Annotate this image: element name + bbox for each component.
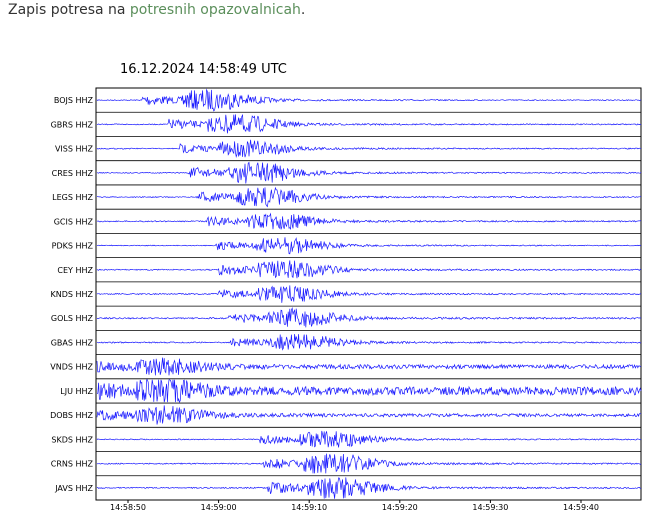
waveform <box>96 113 641 134</box>
waveform <box>96 212 642 230</box>
waveform <box>96 237 642 255</box>
waveform <box>96 260 642 279</box>
station-label: BOJS HHZ <box>54 96 94 105</box>
station-label: SKDS HHZ <box>51 435 93 444</box>
waveform <box>96 357 642 376</box>
station-label: VNDS HHZ <box>50 363 93 372</box>
station-label: CRNS HHZ <box>51 460 94 469</box>
intro-text: Zapis potresa na <box>8 2 126 18</box>
station-label: PDKS HHZ <box>52 242 94 251</box>
waveform <box>96 334 642 351</box>
waveform <box>96 161 642 184</box>
station-label: GBAS HHZ <box>51 338 94 347</box>
station-label: LEGS HHZ <box>52 193 93 202</box>
station-label: KNDS HHZ <box>50 290 93 299</box>
intro: Zapis potresa na potresnih opazovalnicah… <box>8 2 305 18</box>
station-label: GCIS HHZ <box>54 217 94 226</box>
station-label: CRES HHZ <box>52 169 94 178</box>
waveform <box>96 405 642 425</box>
station-label: GBRS HHZ <box>51 120 94 129</box>
waveform <box>96 307 641 328</box>
intro-text: . <box>300 2 306 18</box>
station-label: CEY HHZ <box>57 266 93 275</box>
waveform <box>96 285 642 303</box>
time-tick-label: 14:59:00 <box>201 503 237 512</box>
time-tick-label: 14:59:30 <box>472 503 508 512</box>
time-tick-label: 14:59:10 <box>291 503 327 512</box>
plot-title: 16.12.2024 14:58:49 UTC <box>120 62 287 77</box>
waveform <box>96 430 642 448</box>
station-label: DOBS HHZ <box>50 411 93 420</box>
station-label: LJU HHZ <box>60 387 93 396</box>
station-label: VISS HHZ <box>55 145 94 154</box>
waveform <box>96 379 642 403</box>
time-tick-label: 14:58:50 <box>110 503 146 512</box>
waveform <box>96 186 642 208</box>
waveform <box>96 477 641 499</box>
station-label: GOLS HHZ <box>51 314 94 323</box>
station-label: JAVS HHZ <box>54 484 93 493</box>
waveform <box>96 453 642 474</box>
time-tick-label: 14:59:20 <box>382 503 418 512</box>
waveform <box>96 88 642 112</box>
waveform <box>96 139 642 158</box>
link[interactable]: potresnih opazovalnicah <box>129 2 301 18</box>
time-tick-label: 14:59:40 <box>563 503 599 512</box>
